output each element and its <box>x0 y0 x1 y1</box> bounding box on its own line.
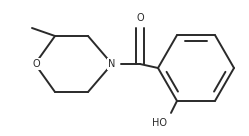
Text: N: N <box>108 59 116 69</box>
Text: O: O <box>136 13 144 23</box>
Text: HO: HO <box>152 118 168 128</box>
Text: O: O <box>32 59 40 69</box>
